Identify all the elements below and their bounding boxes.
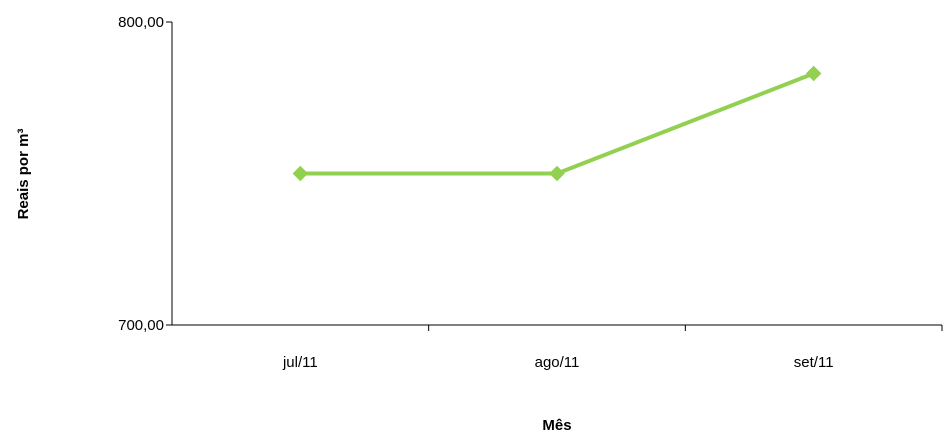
data-point-marker [805,65,822,82]
y-tick-label: 700,00 [118,317,164,334]
data-point-marker [292,165,309,182]
x-ticks: jul/11 ago/11 set/11 [282,325,943,371]
x-axis-title: Mês [542,417,571,434]
y-tick-label: 800,00 [118,14,164,31]
series-line [300,71,815,176]
x-tick-label: ago/11 [535,354,580,371]
x-tick-label: jul/11 [282,354,318,371]
series-layer [292,65,822,182]
plot-frame [171,22,942,326]
y-axis-title: Reais por m³ [15,129,32,220]
y-ticks: 700,00 800,00 [118,14,172,334]
x-tick-label: set/11 [794,354,834,371]
data-point-marker [549,165,565,182]
